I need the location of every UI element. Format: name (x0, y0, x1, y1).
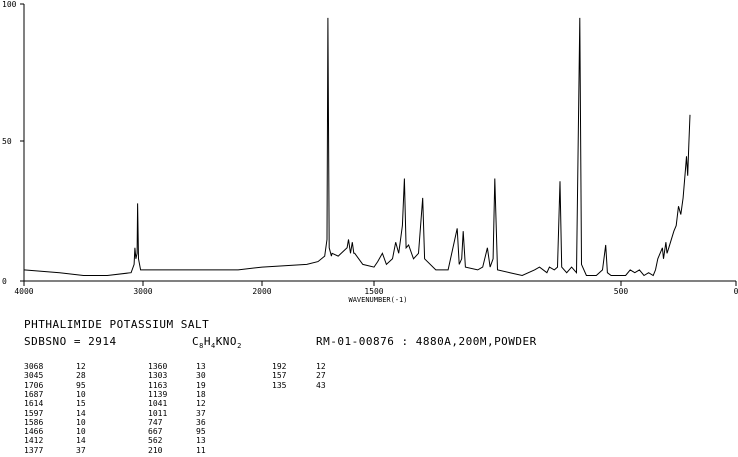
peak-intensity: 95 (196, 427, 206, 437)
x-tick-label: 4000 (14, 287, 33, 296)
peak-intensity: 10 (76, 417, 86, 427)
y-tick-label: 0 (2, 277, 7, 286)
x-tick-label: 3000 (133, 287, 152, 296)
peak-intensity: 15 (76, 399, 86, 409)
peak-wavenumber: 1412 (24, 436, 44, 446)
peak-wavenumber: 747 (148, 417, 163, 427)
peak-intensity: 12 (76, 362, 86, 371)
peak-intensity: 11 (196, 445, 206, 455)
peak-intensity: 37 (76, 445, 86, 455)
peak-wavenumber: 1163 (148, 380, 168, 390)
y-tick-label: 100 (2, 0, 17, 9)
peak-intensity: 30 (196, 371, 206, 381)
peak-intensity: 95 (76, 380, 86, 390)
peak-wavenumber: 3068 (24, 362, 44, 371)
peak-wavenumber: 1303 (148, 371, 168, 381)
x-tick-label: 500 (614, 287, 629, 296)
peak-intensity: 12 (316, 362, 326, 371)
formula-c-count: 8 (199, 342, 204, 351)
peak-intensity: 27 (316, 371, 326, 381)
y-axis-ticks: 100 50 0 (2, 0, 24, 286)
formula-c: C (192, 335, 200, 348)
peak-intensity: 36 (196, 417, 206, 427)
peak-wavenumber: 667 (148, 427, 163, 437)
peak-wavenumber: 1706 (24, 380, 44, 390)
x-axis-label: WAVENUMBER(-1) (348, 296, 407, 304)
plot-frame (23, 4, 736, 282)
x-tick-label: 1500 (364, 287, 383, 296)
spectrum-trace (23, 17, 691, 277)
peak-intensity: 28 (76, 371, 86, 381)
peak-intensity: 14 (76, 436, 86, 446)
peak-intensity: 13 (196, 362, 206, 371)
peak-intensity: 18 (196, 389, 206, 399)
peak-intensity: 19 (196, 380, 206, 390)
peak-wavenumber: 192 (272, 362, 287, 371)
formula-h-count: 4 (210, 342, 216, 351)
peak-wavenumber: 1687 (24, 389, 44, 399)
peak-wavenumber: 157 (272, 371, 287, 381)
peak-wavenumber: 1377 (24, 445, 44, 455)
peak-intensity: 10 (76, 389, 86, 399)
peak-intensity: 37 (196, 408, 206, 418)
peak-wavenumber: 1011 (148, 408, 168, 418)
peak-intensity: 12 (196, 399, 206, 409)
peak-wavenumber: 1466 (24, 427, 44, 437)
peak-wavenumber: 1139 (148, 389, 168, 399)
record-info: RM-01-00876 : 4880A,200M,POWDER (316, 335, 537, 348)
x-tick-label: 2000 (252, 287, 271, 296)
peak-wavenumber: 1597 (24, 408, 44, 418)
peak-wavenumber: 1360 (148, 362, 168, 371)
compound-name: PHTHALIMIDE POTASSIUM SALT (24, 318, 210, 331)
formula-o-count: 2 (237, 342, 242, 351)
peak-wavenumber: 562 (148, 436, 163, 446)
x-tick-label: 0 (734, 287, 738, 296)
peak-wavenumber: 210 (148, 445, 163, 455)
molecular-formula: C8H4KNO2 (192, 335, 242, 350)
peak-wavenumber: 1586 (24, 417, 44, 427)
peak-intensity: 43 (316, 380, 326, 390)
formula-h: H (203, 335, 211, 348)
sdbs-number: SDBSNO = 2914 (24, 335, 117, 348)
peak-wavenumber: 3045 (24, 371, 44, 381)
y-tick-label: 50 (2, 137, 12, 146)
x-axis-ticks: 4000 3000 2000 1500 500 0 (14, 281, 738, 296)
formula-kno: KNO (215, 335, 238, 348)
peak-wavenumber: 135 (272, 380, 287, 390)
peak-intensity: 10 (76, 427, 86, 437)
peak-intensity: 13 (196, 436, 206, 446)
peak-intensity: 14 (76, 408, 86, 418)
peak-wavenumber: 1614 (24, 399, 44, 409)
peak-wavenumber: 1041 (148, 399, 168, 409)
